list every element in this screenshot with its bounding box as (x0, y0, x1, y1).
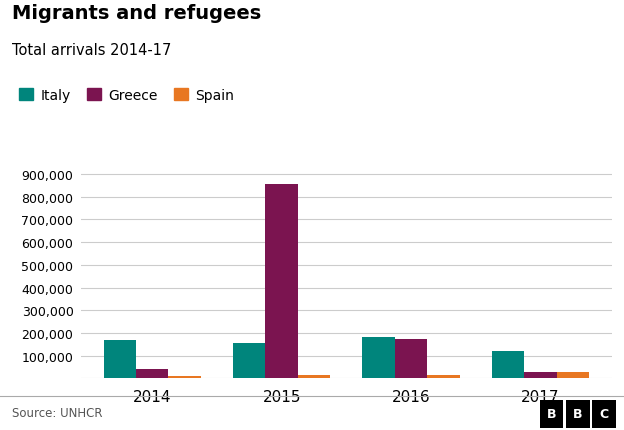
Bar (233, 344, 265, 378)
Text: Source: UNHCR: Source: UNHCR (12, 406, 103, 419)
Legend: Italy, Greece, Spain: Italy, Greece, Spain (19, 89, 234, 103)
Bar (298, 375, 330, 378)
Bar (363, 338, 395, 378)
Bar (492, 351, 524, 378)
Text: B: B (573, 407, 583, 421)
Bar (557, 372, 589, 378)
Bar (524, 372, 557, 378)
Bar (265, 184, 298, 378)
Bar (136, 369, 168, 378)
Bar (168, 376, 201, 378)
Bar (104, 340, 136, 378)
Text: B: B (547, 407, 557, 421)
Text: Migrants and refugees: Migrants and refugees (12, 4, 261, 23)
Bar (395, 339, 427, 378)
Text: Total arrivals 2014-17: Total arrivals 2014-17 (12, 43, 172, 58)
Bar (427, 375, 459, 378)
Text: C: C (600, 407, 608, 421)
